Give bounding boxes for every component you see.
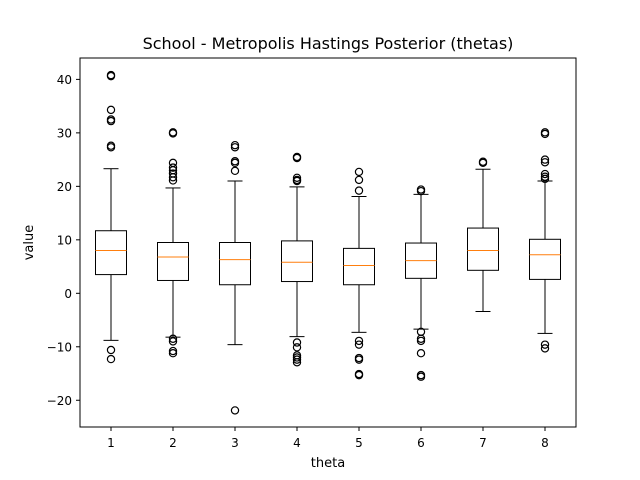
x-tick-label: 3 [231, 436, 239, 450]
outlier-point [292, 358, 302, 367]
outlier-point [416, 336, 426, 346]
outlier-point [230, 166, 240, 176]
outlier-point [106, 354, 116, 364]
outlier-point [416, 349, 426, 358]
outlier-point [292, 338, 302, 347]
box-group-5 [343, 167, 375, 380]
outlier-point [540, 344, 550, 353]
outlier-point [292, 343, 302, 352]
outlier-point [230, 143, 240, 152]
outlier-point [354, 175, 364, 185]
outlier-point [292, 153, 302, 163]
plot-frame [79, 57, 577, 428]
plot-area [95, 70, 561, 415]
outlier-point [230, 406, 240, 415]
axes: −20 −10 0 10 20 30 40 1 2 3 4 5 6 7 8 [47, 73, 549, 450]
iqr-box [281, 240, 313, 283]
y-tick-label: −20 [47, 394, 72, 408]
x-axis-label: theta [311, 456, 345, 471]
box-group-4 [281, 152, 313, 367]
box-group-2 [157, 128, 189, 358]
outlier-point [168, 129, 178, 138]
chart-title: School - Metropolis Hastings Posterior (… [143, 34, 514, 53]
y-tick-label: 10 [57, 233, 72, 247]
box-group-8 [529, 128, 561, 353]
outlier-point [416, 186, 426, 196]
outlier-point [168, 176, 178, 185]
outlier-point [416, 372, 426, 381]
y-axis-label: value [22, 225, 37, 261]
outlier-point [540, 174, 550, 184]
outlier-point [106, 116, 116, 126]
x-tick-label: 5 [355, 436, 363, 450]
outlier-point [354, 167, 364, 177]
iqr-box [157, 242, 189, 281]
x-tick-label: 7 [479, 436, 487, 450]
box-group-6 [405, 185, 437, 381]
y-tick-label: 30 [57, 126, 72, 140]
outlier-point [106, 71, 116, 81]
box-group-3 [219, 140, 251, 415]
outlier-point [540, 155, 550, 164]
y-tick-label: 20 [57, 180, 72, 194]
y-tick-label: −10 [47, 340, 72, 354]
outlier-point [478, 158, 488, 168]
outlier-point [230, 158, 240, 168]
x-tick-label: 2 [169, 436, 177, 450]
outlier-point [292, 355, 302, 364]
outlier-point [540, 340, 550, 349]
outlier-point [106, 143, 116, 152]
outlier-point [168, 163, 178, 172]
x-tick-label: 1 [107, 436, 115, 450]
outlier-point [354, 370, 364, 380]
iqr-box [467, 227, 499, 271]
outlier-point [354, 336, 364, 346]
iqr-box [343, 247, 375, 286]
outlier-point [106, 345, 116, 355]
outlier-point [354, 186, 364, 195]
iqr-box [529, 238, 561, 280]
iqr-box [95, 230, 127, 276]
outlier-point [168, 173, 178, 182]
outlier-point [106, 105, 116, 115]
outlier-point [292, 176, 302, 186]
iqr-box [219, 242, 251, 286]
outlier-point [354, 355, 364, 364]
outlier-point [354, 340, 364, 349]
y-tick-label: 40 [57, 73, 72, 87]
box-group-1 [95, 70, 127, 364]
outlier-point [168, 349, 178, 358]
box-group-7 [467, 157, 499, 312]
x-tick-label: 8 [541, 436, 549, 450]
y-tick-label: 0 [64, 287, 72, 301]
outlier-point [540, 129, 550, 139]
x-tick-label: 6 [417, 436, 425, 450]
outlier-point [168, 337, 178, 346]
outlier-point [168, 334, 178, 343]
outlier-point [540, 169, 550, 179]
x-tick-label: 4 [293, 436, 301, 450]
outlier-point [540, 158, 550, 167]
